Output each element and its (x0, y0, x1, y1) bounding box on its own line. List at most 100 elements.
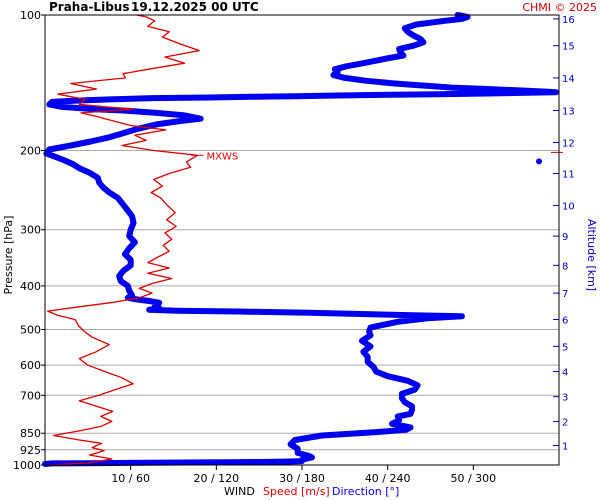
direction-point (121, 96, 126, 102)
pressure-tick-label: 700 (20, 389, 41, 402)
direction-point (376, 57, 382, 63)
altitude-tick-label: 15 (562, 42, 575, 53)
direction-point (420, 21, 426, 26)
direction-point (349, 92, 355, 98)
speed-series-line (46, 14, 200, 466)
wind-tick-label: 20 / 120 (193, 472, 239, 485)
pressure-tick-label: 400 (20, 280, 41, 293)
direction-point (392, 54, 398, 60)
direction-point (478, 86, 483, 92)
direction-point (61, 144, 66, 150)
altitude-tick-label: 11 (562, 169, 575, 180)
direction-point (536, 158, 543, 165)
direction-point (178, 95, 184, 101)
direction-point (249, 309, 255, 315)
direction-point (189, 308, 195, 314)
direction-point (126, 460, 132, 466)
direction-point (363, 92, 369, 98)
direction-point (423, 313, 429, 318)
direction-point (265, 459, 271, 465)
direction-point (155, 307, 161, 313)
wind-profile-plot: MXWS (42, 12, 563, 467)
direction-point (521, 88, 527, 94)
pressure-tick-label: 850 (20, 427, 41, 440)
altitude-tick-label: 2 (562, 417, 568, 428)
direction-point (350, 431, 356, 436)
wind-tick-label: 40 / 240 (365, 472, 411, 485)
wind-axis-title: WIND (224, 485, 255, 498)
direction-point (381, 429, 387, 434)
altitude-tick-label: 9 (562, 232, 568, 243)
direction-point (398, 423, 404, 429)
direction-point (271, 94, 276, 99)
pressure-grid (41, 14, 559, 466)
direction-point (102, 460, 108, 466)
direction-point (271, 309, 276, 315)
direction-point (173, 460, 179, 465)
direction-point (401, 312, 407, 318)
direction-point (358, 430, 364, 436)
pressure-tick-label: 300 (20, 224, 41, 237)
direction-point (546, 90, 552, 95)
direction-point (199, 95, 205, 100)
direction-point (291, 458, 296, 464)
direction-point (494, 90, 499, 96)
altitude-tick-label: 5 (562, 342, 568, 353)
direction-point (321, 93, 326, 99)
direction-point (399, 92, 405, 98)
direction-point (216, 459, 222, 465)
direction-point (456, 91, 462, 97)
direction-point (342, 93, 348, 98)
direction-point (134, 460, 140, 466)
plot-frame (44, 14, 560, 466)
direction-point (170, 119, 175, 125)
direction-point (163, 111, 168, 117)
direction-point (463, 85, 469, 91)
direction-point (349, 76, 355, 82)
direction-point (204, 308, 210, 314)
direction-point (510, 90, 515, 96)
direction-point (98, 97, 104, 103)
direction-point (502, 90, 507, 96)
direction-point (256, 309, 262, 315)
direction-point (301, 436, 307, 441)
direction-point (299, 310, 305, 316)
pressure-tick-label: 500 (20, 324, 41, 337)
direction-point (235, 94, 241, 100)
altitude-tick-label: 1 (562, 441, 568, 452)
direction-point (192, 95, 198, 101)
direction-point (430, 313, 436, 319)
direction-point (220, 308, 225, 314)
direction-point (54, 145, 59, 151)
direction-point (65, 98, 71, 104)
direction-point (499, 87, 505, 93)
wind-tick-labels: 10 / 60 20 / 120 30 / 180 40 / 240 50 / 300 (111, 465, 496, 485)
direction-point (157, 460, 163, 466)
altitude-tick-label: 8 (562, 261, 568, 272)
direction-point (299, 93, 305, 99)
direction-point (528, 88, 534, 94)
direction-point (164, 307, 170, 313)
direction-point (139, 297, 145, 303)
direction-point (394, 312, 399, 318)
direction-point (445, 313, 451, 319)
direction-point (420, 83, 426, 88)
direction-point (418, 316, 423, 322)
direction-point (335, 311, 341, 316)
pressure-tick-label: 600 (20, 359, 41, 372)
direction-point (536, 88, 542, 94)
direction-point (406, 92, 412, 97)
altitude-tick-label: 4 (562, 368, 568, 379)
direction-point (356, 92, 362, 98)
direction-point (342, 311, 348, 317)
altitude-tick-label: 16 (562, 15, 575, 26)
direction-point (150, 460, 155, 466)
direction-point (420, 92, 426, 97)
direction-series-line (42, 12, 560, 467)
direction-point (368, 59, 374, 65)
altitude-tick-label: 3 (562, 393, 568, 404)
direction-point (248, 459, 254, 465)
direction-point (78, 141, 84, 146)
